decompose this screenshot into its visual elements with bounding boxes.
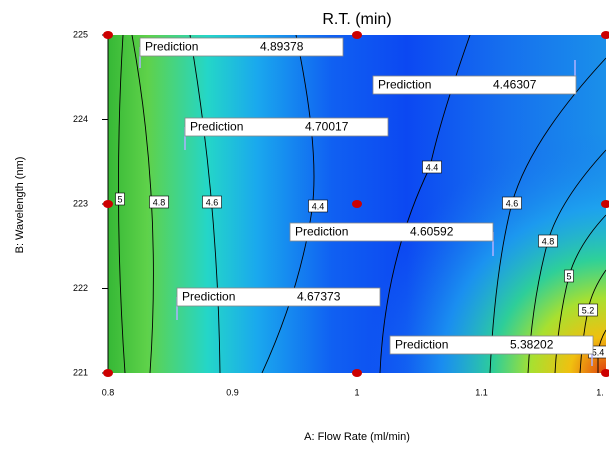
prediction-box (372, 75, 577, 95)
prediction-value: 4.46307 (493, 78, 537, 92)
design-point (601, 369, 609, 377)
x-tick-label: 1. (596, 387, 604, 397)
chart-title: R.T. (min) (322, 11, 391, 28)
x-tick-label: 0.9 (226, 387, 239, 397)
contour-label: 5.2 (582, 305, 595, 315)
design-point (601, 31, 609, 39)
contour-label-box (149, 195, 169, 209)
contour-label: 4.4 (426, 162, 439, 172)
contour-label-box (308, 199, 328, 213)
design-point (103, 369, 113, 377)
design-point (352, 200, 362, 208)
x-tick-label: 0.8 (102, 387, 115, 397)
contour-label: 5 (566, 271, 571, 281)
contour-label-box (538, 234, 558, 248)
y-tick-label: 225 (73, 29, 88, 39)
prediction-label: Prediction (378, 78, 431, 92)
prediction-label: Prediction (295, 225, 348, 239)
design-point (352, 369, 362, 377)
y-tick-label: 222 (73, 283, 88, 293)
design-point (352, 31, 362, 39)
y-tick-label: 221 (73, 367, 88, 377)
y-axis-label: B: Wavelength (nm) (14, 157, 26, 254)
contour-label: 4.8 (542, 236, 555, 246)
contour-label-box (202, 195, 222, 209)
contour-label: 4.6 (206, 197, 219, 207)
prediction-label: Prediction (190, 120, 243, 134)
prediction-box (176, 287, 381, 307)
contour-label-box (564, 269, 574, 283)
y-tick-label: 224 (73, 114, 88, 124)
design-point (103, 200, 113, 208)
prediction-value: 4.60592 (410, 225, 454, 239)
contour-label: 4.6 (506, 198, 519, 208)
prediction-box (139, 37, 344, 57)
contour-label-box (502, 196, 522, 210)
prediction-box (389, 335, 594, 355)
contour-label: 5.4 (592, 347, 605, 357)
contour-label: 4.8 (153, 197, 166, 207)
prediction-label: Prediction (395, 338, 448, 352)
prediction-value: 4.67373 (297, 290, 341, 304)
prediction-label: Prediction (182, 290, 235, 304)
prediction-box (184, 117, 389, 137)
x-axis-label: A: Flow Rate (ml/min) (304, 431, 410, 443)
prediction-label: Prediction (145, 40, 198, 54)
x-tick-label: 1.1 (475, 387, 488, 397)
design-point (103, 31, 113, 39)
prediction-value: 4.89378 (260, 40, 304, 54)
x-tick-label: 1 (354, 387, 359, 397)
contour-label: 4.4 (312, 201, 325, 211)
contour-label-box (578, 303, 598, 317)
contour-label-box (115, 192, 125, 206)
y-tick-label: 223 (73, 198, 88, 208)
prediction-value: 5.38202 (510, 338, 554, 352)
contour-label: 5 (117, 194, 122, 204)
prediction-value: 4.70017 (305, 120, 349, 134)
design-point (601, 200, 609, 208)
prediction-box (289, 222, 494, 242)
contour-label-box (422, 160, 442, 174)
